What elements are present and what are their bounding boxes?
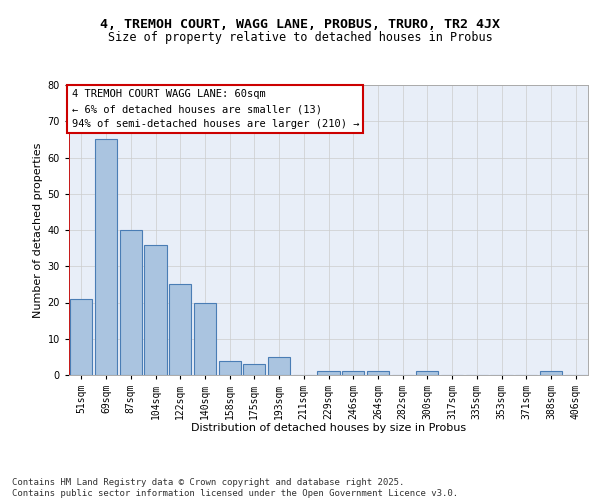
Bar (540, 372, 562, 375)
Bar (342, 372, 364, 375)
Text: Contains HM Land Registry data © Crown copyright and database right 2025.
Contai: Contains HM Land Registry data © Crown c… (12, 478, 458, 498)
Bar (70, 299, 92, 375)
Y-axis label: Number of detached properties: Number of detached properties (34, 142, 43, 318)
Text: Size of property relative to detached houses in Probus: Size of property relative to detached ho… (107, 31, 493, 44)
Bar (194, 302, 216, 375)
Bar (268, 357, 290, 375)
Bar (119, 230, 142, 375)
Bar (95, 140, 117, 375)
Bar (243, 364, 265, 375)
Bar (367, 372, 389, 375)
Text: 4 TREMOH COURT WAGG LANE: 60sqm
← 6% of detached houses are smaller (13)
94% of : 4 TREMOH COURT WAGG LANE: 60sqm ← 6% of … (71, 90, 359, 129)
Bar (145, 244, 167, 375)
Bar (416, 372, 439, 375)
Bar (317, 372, 340, 375)
Bar (218, 360, 241, 375)
Text: 4, TREMOH COURT, WAGG LANE, PROBUS, TRURO, TR2 4JX: 4, TREMOH COURT, WAGG LANE, PROBUS, TRUR… (100, 18, 500, 30)
X-axis label: Distribution of detached houses by size in Probus: Distribution of detached houses by size … (191, 424, 466, 434)
Bar (169, 284, 191, 375)
